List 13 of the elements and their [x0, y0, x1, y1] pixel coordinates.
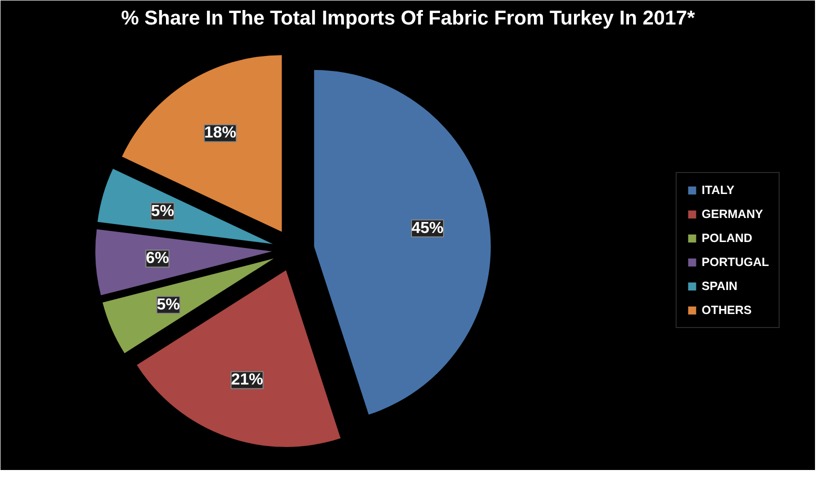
data-label: 6%	[146, 250, 169, 268]
legend-label: GERMANY	[702, 206, 763, 220]
legend-label: OTHERS	[702, 302, 752, 316]
chart-title: % Share In The Total Imports Of Fabric From Turkey In 2017*	[121, 8, 696, 30]
legend-label: PORTUGAL	[702, 254, 769, 268]
legend-label: POLAND	[702, 230, 752, 244]
data-label: 21%	[231, 372, 264, 389]
legend-label: SPAIN	[702, 278, 738, 292]
legend-label: ITALY	[702, 182, 734, 196]
data-label: 5%	[156, 296, 180, 314]
data-label: 18%	[204, 124, 236, 142]
data-label: 5%	[150, 202, 174, 220]
data-label: 45%	[412, 220, 444, 237]
